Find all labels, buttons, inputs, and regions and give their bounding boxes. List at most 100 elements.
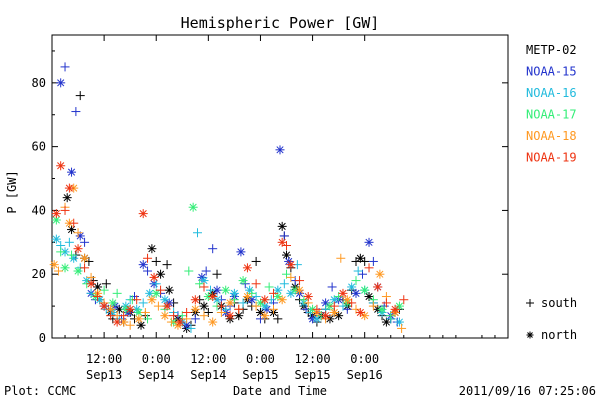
data-point-south	[347, 298, 357, 308]
data-point-south	[399, 295, 409, 305]
data-point-south	[251, 256, 261, 266]
data-point-south	[138, 298, 148, 308]
data-point-south	[69, 218, 79, 228]
data-point-north	[80, 253, 90, 263]
data-point-north	[390, 304, 400, 314]
data-point-north	[394, 317, 404, 327]
series-noaa-15	[56, 62, 402, 330]
data-point-north	[49, 260, 59, 270]
data-point-north	[199, 301, 209, 311]
data-point-north	[138, 260, 148, 270]
data-point-south	[162, 260, 172, 270]
data-point-south	[64, 237, 74, 247]
data-point-north	[375, 269, 385, 279]
series-noaa-17	[51, 202, 404, 327]
data-point-north	[238, 276, 248, 286]
data-point-north	[108, 298, 118, 308]
data-point-south	[234, 304, 244, 314]
data-point-north	[138, 209, 148, 219]
data-point-north	[175, 317, 185, 327]
data-point-north	[277, 295, 287, 305]
data-point-north	[147, 244, 157, 254]
data-point-south	[353, 266, 363, 276]
data-point-south	[206, 285, 216, 295]
x-tick-time-label: 12:00	[86, 352, 122, 366]
data-point-north	[125, 304, 135, 314]
data-point-south	[199, 282, 209, 292]
hemisphere-legend: south north	[526, 296, 577, 342]
data-point-south	[273, 314, 283, 324]
data-point-north	[282, 250, 292, 260]
data-point-north	[51, 209, 61, 219]
data-point-north	[51, 234, 61, 244]
data-point-north	[190, 304, 200, 314]
data-point-north	[225, 311, 235, 321]
data-point-south	[56, 247, 66, 257]
data-points	[49, 62, 409, 333]
data-point-south	[67, 250, 77, 260]
data-point-south	[351, 276, 361, 286]
data-point-north	[364, 237, 374, 247]
data-point-north	[360, 285, 370, 295]
data-point-south	[156, 285, 166, 295]
data-point-north	[106, 304, 116, 314]
data-point-north	[86, 279, 96, 289]
footer-plot-credit: Plot: CCMC	[4, 384, 76, 398]
data-point-south	[166, 317, 176, 327]
data-point-south	[397, 323, 407, 333]
data-point-south	[368, 301, 378, 311]
data-point-south	[327, 282, 337, 292]
data-point-south	[75, 91, 85, 101]
data-point-north	[73, 244, 83, 254]
data-point-south	[106, 311, 116, 321]
data-point-south	[60, 205, 70, 215]
data-point-north	[199, 276, 209, 286]
data-point-south	[264, 282, 274, 292]
data-point-north	[338, 288, 348, 298]
data-point-north	[212, 285, 222, 295]
data-point-north	[355, 307, 365, 317]
data-point-south	[112, 288, 122, 298]
data-point-south	[216, 301, 226, 311]
data-point-south	[60, 62, 70, 72]
data-point-south	[80, 263, 90, 273]
data-point-south	[190, 314, 200, 324]
data-point-north	[342, 295, 352, 305]
data-point-south	[80, 237, 90, 247]
data-point-south	[151, 279, 161, 289]
data-point-north	[160, 311, 170, 321]
x-tick-date-label: Sep14	[138, 368, 174, 382]
legend-item: METP-02	[526, 43, 577, 57]
legend-item: NOAA-16	[526, 86, 577, 100]
legend-item: NOAA-15	[526, 65, 577, 79]
data-point-south	[199, 311, 209, 321]
y-tick-label: 20	[32, 267, 46, 281]
data-point-north	[260, 311, 270, 321]
data-point-north	[64, 183, 74, 193]
data-point-south	[73, 228, 83, 238]
data-point-south	[132, 295, 142, 305]
north-label: north	[541, 328, 577, 342]
data-point-south	[282, 241, 292, 251]
data-point-north	[286, 288, 296, 298]
data-point-north	[364, 292, 374, 302]
data-point-north	[273, 285, 283, 295]
data-point-south	[212, 269, 222, 279]
data-point-south	[336, 253, 346, 263]
data-point-north	[234, 311, 244, 321]
x-tick-date-label: Sep15	[242, 368, 278, 382]
data-point-south	[192, 228, 202, 238]
data-point-north	[134, 314, 144, 324]
series-noaa-19	[51, 161, 409, 327]
data-point-south	[286, 272, 296, 282]
data-point-south	[364, 263, 374, 273]
x-tick-time-label: 0:00	[246, 352, 275, 366]
data-point-north	[208, 292, 218, 302]
data-point-north	[360, 311, 370, 321]
data-point-south	[268, 304, 278, 314]
data-point-north	[164, 285, 174, 295]
footer-timestamp: 2011/09/16 07:25:06	[459, 384, 596, 398]
data-point-north	[73, 266, 83, 276]
data-point-south	[238, 298, 248, 308]
